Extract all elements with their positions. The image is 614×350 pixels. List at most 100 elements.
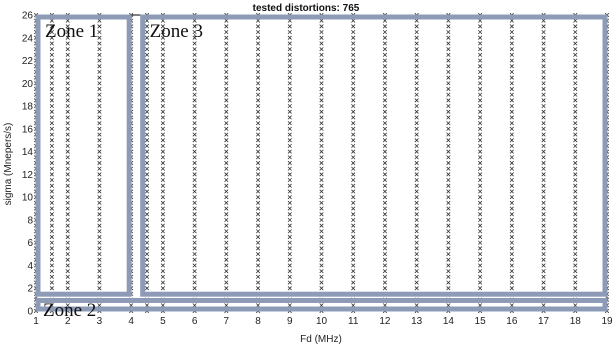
data-point: [319, 41, 324, 46]
data-point: [160, 177, 165, 183]
data-point: [509, 160, 514, 166]
data-point: [255, 75, 261, 80]
data-point: [255, 257, 261, 262]
data-point: [573, 132, 578, 137]
data-point: [97, 121, 102, 126]
data-point: [541, 177, 546, 183]
data-point: [65, 35, 70, 40]
data-point: [49, 149, 54, 154]
data-point: [446, 92, 451, 97]
data-point: [144, 126, 150, 131]
data-point: [478, 166, 483, 171]
data-point: [49, 58, 54, 63]
data-point: [319, 138, 324, 143]
data-point: [65, 52, 70, 57]
data-point: [97, 257, 102, 262]
data-point: [65, 24, 70, 29]
data-point: [446, 103, 451, 109]
data-point: [224, 103, 229, 109]
data-point: [414, 246, 419, 251]
data-point: [192, 126, 197, 131]
data-point: [319, 103, 324, 109]
x-tick-label: 3: [97, 316, 103, 327]
data-point: [192, 257, 197, 262]
data-point: [509, 269, 514, 274]
data-point: [478, 280, 483, 285]
data-point: [382, 246, 388, 251]
data-point: [287, 200, 292, 205]
data-point: [319, 86, 324, 92]
data-point: [160, 115, 165, 120]
data-point: [65, 143, 70, 149]
data-point: [65, 160, 70, 166]
data-point: [319, 58, 324, 63]
data-point: [509, 234, 514, 240]
data-point: [224, 92, 229, 97]
data-point: [478, 195, 483, 200]
data-point: [509, 69, 514, 75]
data-point: [65, 103, 70, 109]
data-point: [446, 64, 451, 69]
data-point: [255, 212, 261, 217]
data-point: [414, 103, 419, 109]
data-point: [319, 121, 324, 126]
data-point: [255, 183, 261, 188]
data-point: [573, 47, 578, 52]
data-point: [144, 103, 150, 109]
data-point: [144, 47, 150, 52]
data-point: [573, 75, 578, 80]
data-point: [573, 177, 578, 183]
data-point: [478, 263, 483, 268]
data-point: [224, 229, 229, 234]
data-point: [192, 217, 197, 223]
data-point: [509, 257, 514, 262]
data-point: [541, 41, 546, 46]
data-point: [144, 195, 150, 200]
data-point: [319, 206, 324, 211]
data-point: [446, 149, 451, 154]
data-point: [49, 52, 54, 57]
data-point: [224, 177, 229, 183]
data-point: [478, 223, 483, 228]
data-point: [446, 177, 451, 183]
data-point: [478, 41, 483, 46]
data-point: [541, 75, 546, 80]
data-point: [224, 274, 229, 279]
data-point: [382, 160, 388, 166]
data-point: [351, 257, 356, 262]
data-point: [224, 47, 229, 52]
data-point: [509, 24, 514, 29]
data-point: [351, 121, 356, 126]
data-point: [160, 143, 165, 149]
data-point: [287, 69, 292, 75]
data-point: [478, 177, 483, 183]
x-tick-label: 10: [316, 316, 328, 327]
data-point: [160, 251, 165, 257]
data-point: [509, 229, 514, 234]
data-point: [509, 274, 514, 279]
data-point: [49, 251, 54, 257]
data-point: [509, 35, 514, 40]
data-markers: [33, 12, 610, 314]
data-point: [414, 229, 419, 234]
data-point: [414, 155, 419, 160]
data-point: [65, 246, 70, 251]
data-point: [509, 286, 514, 291]
data-point: [224, 126, 229, 131]
data-point: [224, 143, 229, 149]
data-point: [319, 257, 324, 262]
data-point: [351, 269, 356, 274]
data-point: [573, 52, 578, 57]
data-point: [49, 98, 54, 103]
data-point: [49, 126, 54, 131]
data-point: [382, 280, 388, 285]
data-point: [224, 35, 229, 40]
data-point: [49, 160, 54, 166]
data-point: [351, 229, 356, 234]
data-point: [351, 75, 356, 80]
data-point: [541, 234, 546, 240]
data-point: [446, 251, 451, 257]
data-point: [287, 64, 292, 69]
data-point: [541, 257, 546, 262]
data-point: [446, 75, 451, 80]
